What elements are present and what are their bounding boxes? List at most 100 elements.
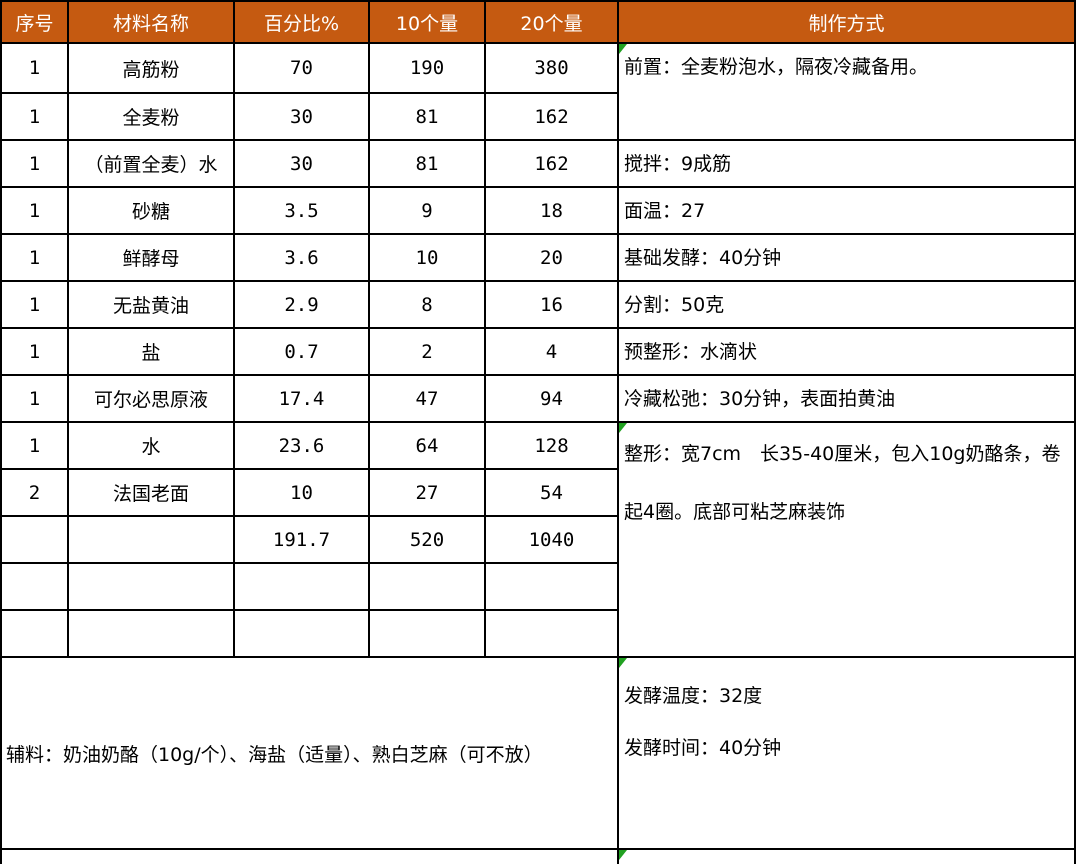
cell-seq[interactable] <box>0 609 69 658</box>
table-row: 1 盐 0.7 2 4 预整形：水滴状 <box>0 327 1076 376</box>
cell-qty20[interactable] <box>484 562 619 611</box>
cell-qty10-total[interactable]: 520 <box>368 515 486 564</box>
cell-method-preshape[interactable]: 预整形：水滴状 <box>617 327 1076 376</box>
cell-material[interactable]: 鲜酵母 <box>67 233 235 282</box>
header-seq[interactable]: 序号 <box>0 0 69 44</box>
cell-qty20[interactable]: 18 <box>484 186 619 235</box>
method-text: 前置：全麦粉泡水，隔夜冷藏备用。 <box>624 56 929 78</box>
cell-material[interactable] <box>67 515 235 564</box>
header-percent[interactable]: 百分比% <box>233 0 370 44</box>
cell-qty20[interactable] <box>484 609 619 658</box>
cell-qty20[interactable]: 162 <box>484 92 619 141</box>
cell-method-dough-temp[interactable]: 面温：27 <box>617 186 1076 235</box>
method-text: 整形：宽7cm 长35-40厘米，包入10g奶酪条，卷起4圈。底部可粘芝麻装饰 <box>624 443 1061 523</box>
cell-qty20[interactable]: 162 <box>484 139 619 188</box>
cell-method-prep[interactable]: 前置：全麦粉泡水，隔夜冷藏备用。 <box>617 42 1076 141</box>
cell-seq[interactable]: 1 <box>0 327 69 376</box>
cell-qty20[interactable]: 4 <box>484 327 619 376</box>
cell-qty20-total[interactable]: 1040 <box>484 515 619 564</box>
cell-percent-total[interactable]: 191.7 <box>233 515 370 564</box>
cell-percent[interactable]: 10 <box>233 468 370 517</box>
ferment-time-text: 发酵时间：40分钟 <box>624 737 782 759</box>
cell-seq[interactable]: 1 <box>0 233 69 282</box>
cell-percent[interactable]: 30 <box>233 139 370 188</box>
cell-seq[interactable]: 1 <box>0 280 69 329</box>
cell-percent[interactable]: 30 <box>233 92 370 141</box>
cell-qty10[interactable]: 64 <box>368 421 486 470</box>
header-method[interactable]: 制作方式 <box>617 0 1076 44</box>
cell-material[interactable]: 法国老面 <box>67 468 235 517</box>
cell-percent[interactable]: 23.6 <box>233 421 370 470</box>
cell-qty20[interactable]: 20 <box>484 233 619 282</box>
cell-method-bulk-ferment[interactable]: 基础发酵：40分钟 <box>617 233 1076 282</box>
cell-percent[interactable]: 3.5 <box>233 186 370 235</box>
cell-material[interactable] <box>67 609 235 658</box>
table-row: 1 无盐黄油 2.9 8 16 分割：50克 <box>0 280 1076 329</box>
cell-qty10[interactable]: 2 <box>368 327 486 376</box>
cell-percent[interactable]: 17.4 <box>233 374 370 423</box>
cell-seq[interactable]: 1 <box>0 139 69 188</box>
footer-row: 辅料：奶油奶酪（10g/个）、海盐（适量）、熟白芝麻（可不放） 发酵温度：32度… <box>0 656 1076 850</box>
table-row <box>0 848 1076 864</box>
cell-seq[interactable]: 1 <box>0 374 69 423</box>
cell-material[interactable]: 砂糖 <box>67 186 235 235</box>
cell-qty10[interactable]: 190 <box>368 42 486 94</box>
cell-qty10[interactable] <box>368 562 486 611</box>
table-row: 1 高筋粉 70 190 380 前置：全麦粉泡水，隔夜冷藏备用。 <box>0 42 1076 141</box>
cell-qty10[interactable] <box>368 609 486 658</box>
cell-seq[interactable] <box>0 562 69 611</box>
table-row: 1 砂糖 3.5 9 18 面温：27 <box>0 186 1076 235</box>
cell-method-divide[interactable]: 分割：50克 <box>617 280 1076 329</box>
cell-seq[interactable] <box>0 515 69 564</box>
cell-percent[interactable]: 3.6 <box>233 233 370 282</box>
cell-method-shape[interactable]: 整形：宽7cm 长35-40厘米，包入10g奶酪条，卷起4圈。底部可粘芝麻装饰 <box>617 421 1076 658</box>
cell-qty20[interactable]: 54 <box>484 468 619 517</box>
header-qty10[interactable]: 10个量 <box>368 0 486 44</box>
table-row: 1 水 23.6 64 128 整形：宽7cm 长35-40厘米，包入10g奶酪… <box>0 421 1076 658</box>
cell-empty[interactable] <box>0 848 619 864</box>
cell-material[interactable]: 全麦粉 <box>67 92 235 141</box>
cell-qty20[interactable]: 94 <box>484 374 619 423</box>
cell-percent[interactable]: 0.7 <box>233 327 370 376</box>
cell-seq[interactable]: 2 <box>0 468 69 517</box>
cell-seq[interactable]: 1 <box>0 421 69 470</box>
cell-method-empty[interactable] <box>617 848 1076 864</box>
cell-qty10[interactable]: 81 <box>368 139 486 188</box>
cell-method-chill-relax[interactable]: 冷藏松弛：30分钟，表面拍黄油 <box>617 374 1076 423</box>
table-row: 1 鲜酵母 3.6 10 20 基础发酵：40分钟 <box>0 233 1076 282</box>
cell-extra-ingredients[interactable]: 辅料：奶油奶酪（10g/个）、海盐（适量）、熟白芝麻（可不放） <box>0 656 619 850</box>
header-qty20[interactable]: 20个量 <box>484 0 619 44</box>
error-flag-icon <box>620 424 627 433</box>
table-row <box>0 562 1075 611</box>
cell-material[interactable]: （前置全麦）水 <box>67 139 235 188</box>
cell-material[interactable]: 无盐黄油 <box>67 280 235 329</box>
header-row: 序号 材料名称 百分比% 10个量 20个量 制作方式 <box>0 0 1076 44</box>
cell-qty10[interactable]: 27 <box>368 468 486 517</box>
cell-qty20[interactable]: 380 <box>484 42 619 94</box>
cell-qty10[interactable]: 10 <box>368 233 486 282</box>
cell-material[interactable]: 高筋粉 <box>67 42 235 94</box>
cell-qty10[interactable]: 9 <box>368 186 486 235</box>
cell-seq[interactable]: 1 <box>0 186 69 235</box>
cell-material[interactable]: 可尔必思原液 <box>67 374 235 423</box>
cell-qty10[interactable]: 47 <box>368 374 486 423</box>
cell-material[interactable]: 水 <box>67 421 235 470</box>
cell-seq[interactable]: 1 <box>0 92 69 141</box>
header-material[interactable]: 材料名称 <box>67 0 235 44</box>
cell-method-mix[interactable]: 搅拌：9成筋 <box>617 139 1076 188</box>
cell-percent[interactable]: 2.9 <box>233 280 370 329</box>
cell-percent[interactable] <box>233 609 370 658</box>
cell-material[interactable]: 盐 <box>67 327 235 376</box>
cell-qty20[interactable]: 128 <box>484 421 619 470</box>
error-flag-icon <box>620 45 627 54</box>
cell-percent[interactable]: 70 <box>233 42 370 94</box>
table-row: 1 全麦粉 30 81 162 <box>0 92 1075 141</box>
cell-qty10[interactable]: 81 <box>368 92 486 141</box>
cell-material[interactable] <box>67 562 235 611</box>
cell-qty20[interactable]: 16 <box>484 280 619 329</box>
cell-percent[interactable] <box>233 562 370 611</box>
cell-seq[interactable]: 1 <box>0 42 69 94</box>
cell-method-final-ferment[interactable]: 发酵温度：32度 发酵时间：40分钟 <box>617 656 1076 850</box>
cell-qty10[interactable]: 8 <box>368 280 486 329</box>
